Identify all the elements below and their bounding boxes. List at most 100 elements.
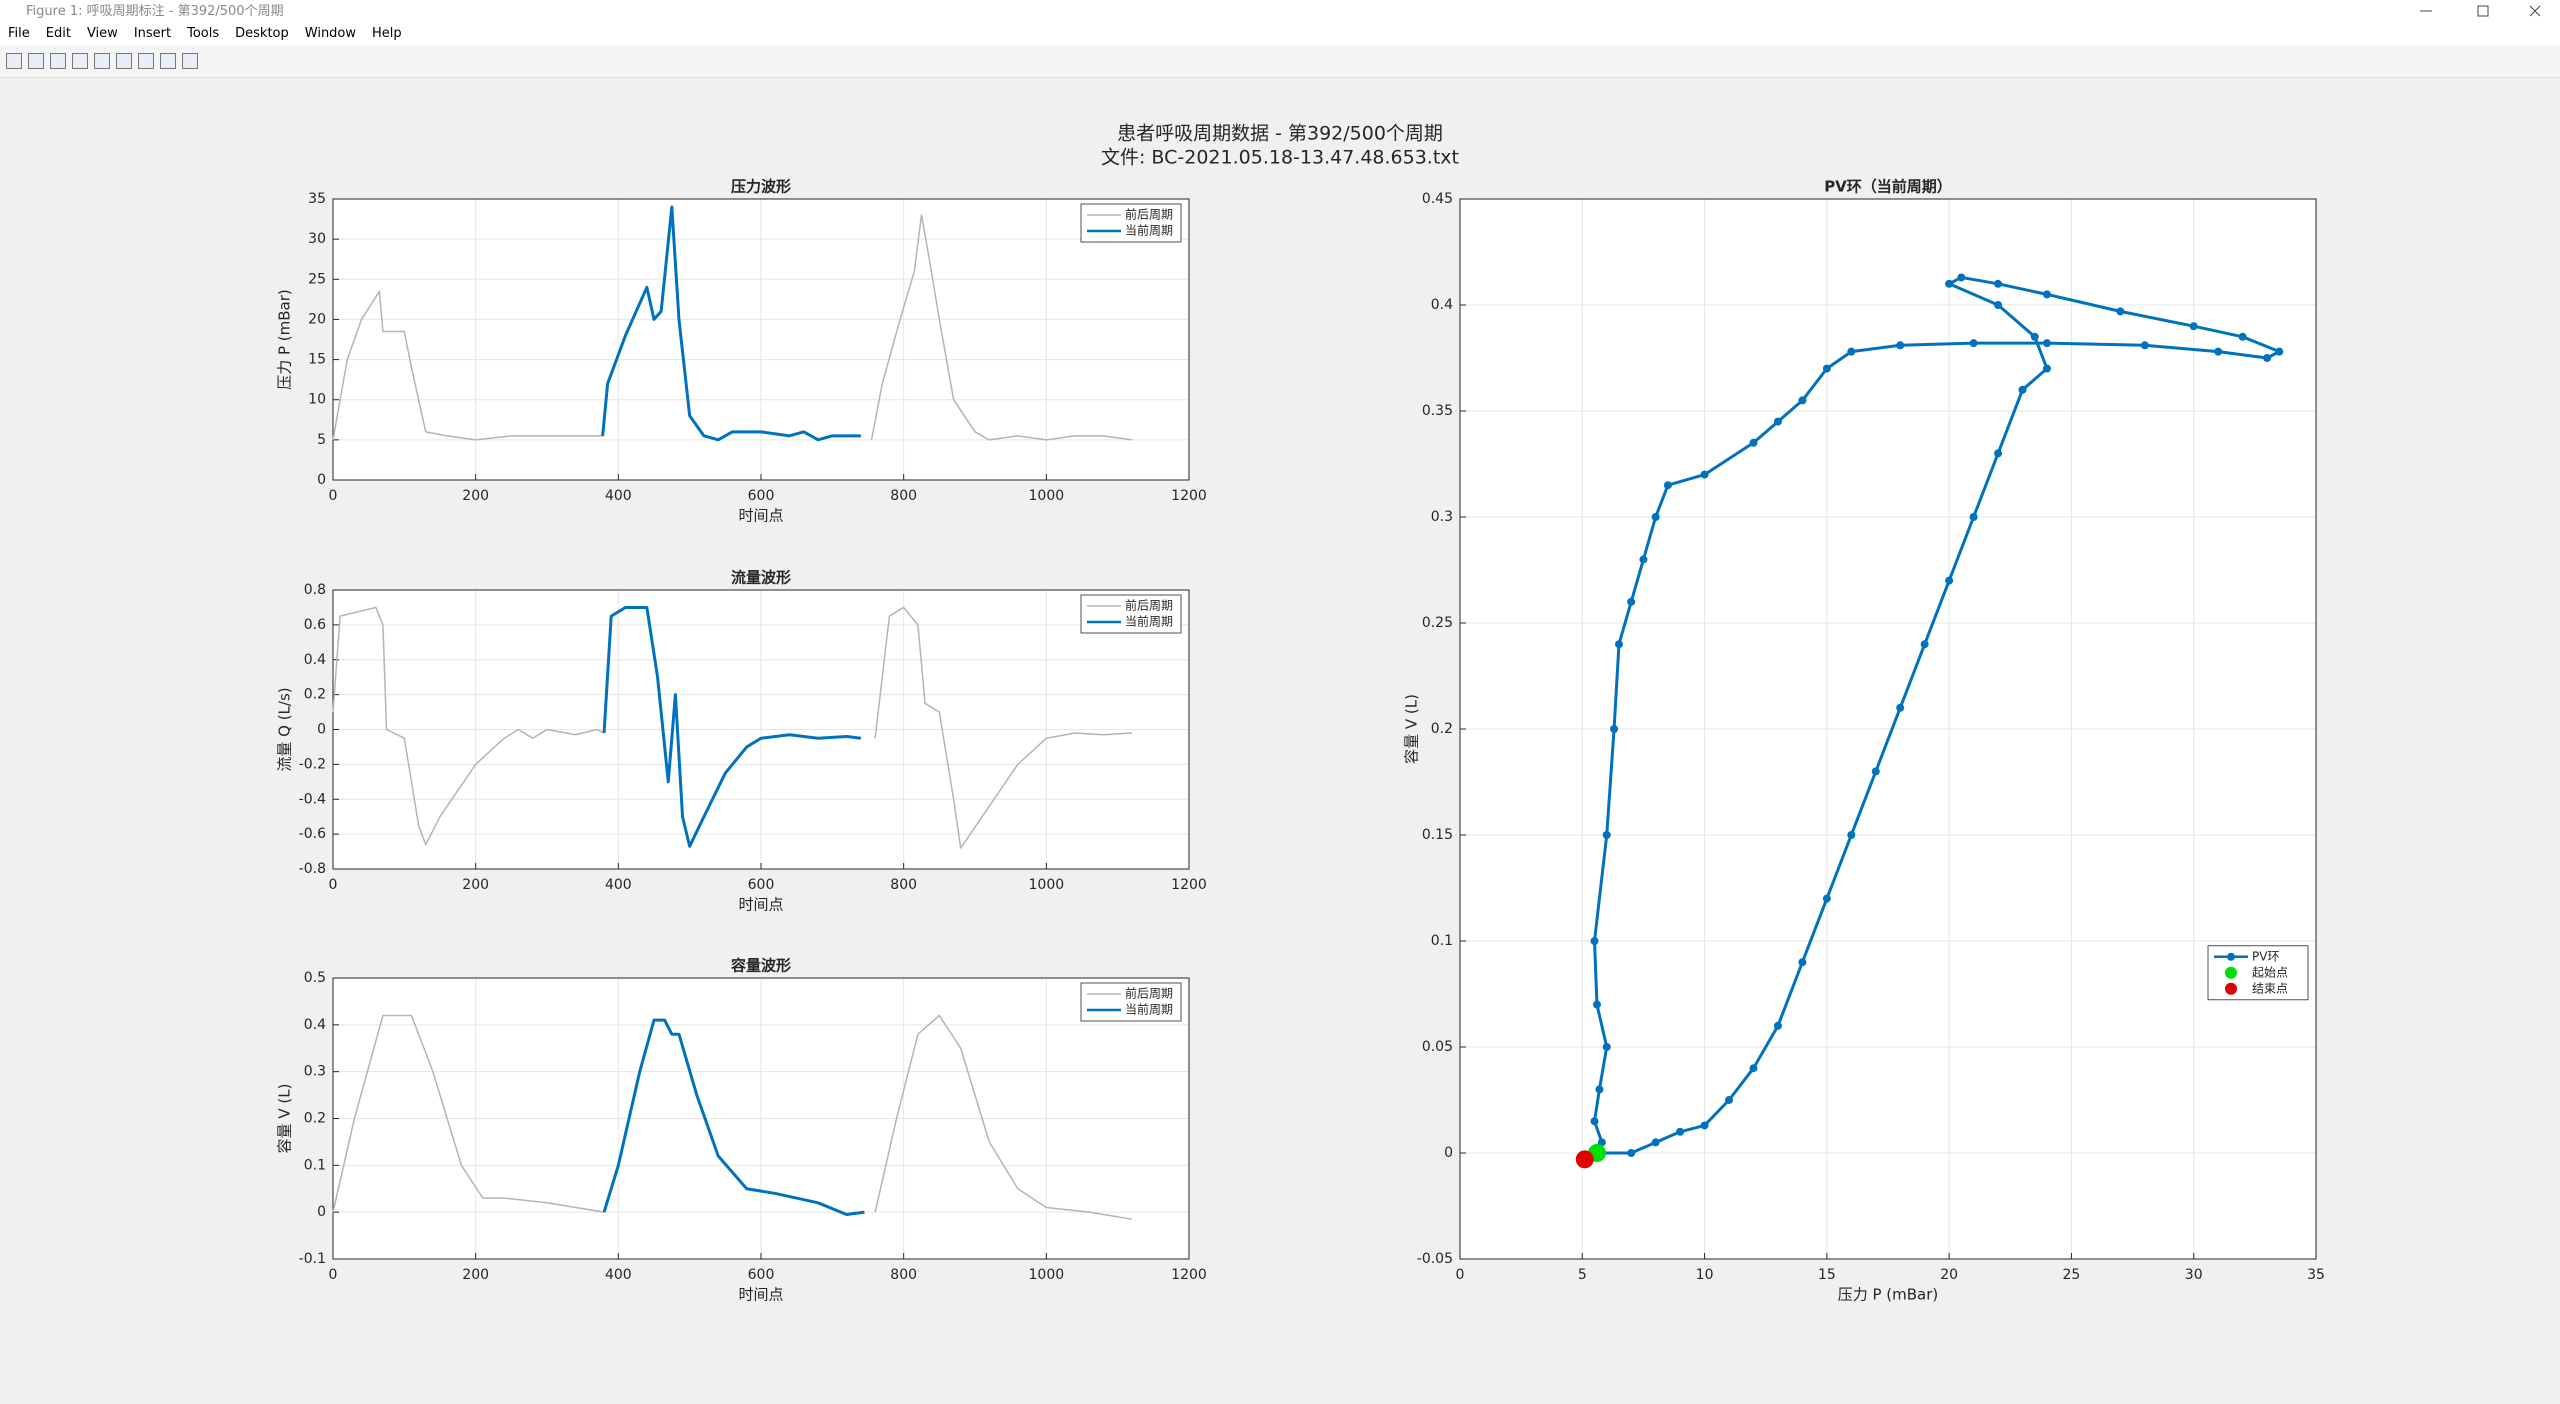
tool-icon[interactable] [160,53,176,69]
legend-label: 前后周期 [1125,598,1173,613]
window-controls[interactable] [2400,0,2560,23]
title-bar: Figure 1: 呼吸周期标注 - 第392/500个周期 [0,0,2560,23]
tool-icon[interactable] [116,53,132,69]
data-point [1575,1150,1594,1169]
menu-item[interactable]: Desktop [235,26,289,41]
data-point [2042,339,2051,348]
data-point [1773,417,1782,426]
data-point [1969,513,1978,521]
y-axis-label: 压力 P (mBar) [276,289,294,390]
legend-box [2207,945,2309,1001]
tool-icon[interactable] [138,53,154,69]
y-tick-label: 0.2 [1431,721,1453,737]
axes-title: 流量波形 [731,569,791,587]
y-tick-label: -0.8 [299,861,326,877]
x-tick-label: 1200 [1171,488,1207,504]
x-tick-label: 0 [1456,1267,1465,1283]
axes-box [332,198,1190,481]
x-tick-label: 0 [329,1267,338,1283]
y-tick-label: 0.1 [304,1157,326,1173]
y-tick-label: -0.6 [299,826,326,842]
data-point [1896,341,1905,350]
data-point [1700,1121,1709,1130]
x-tick-label: 1200 [1171,1267,1207,1283]
x-axis-label: 压力 P (mBar) [1838,1286,1939,1304]
menu-item[interactable]: Help [372,26,402,41]
x-tick-label: 35 [2307,1267,2325,1283]
y-tick-label: 0.15 [1422,827,1453,843]
x-tick-label: 400 [605,1267,632,1283]
data-point [1945,576,1954,585]
x-tick-label: 800 [890,1267,917,1283]
legend-marker [2225,982,2237,995]
x-tick-label: 20 [1940,1267,1958,1283]
data-point [1590,1117,1599,1126]
x-tick-label: 10 [1696,1267,1714,1283]
legend-label: 当前周期 [1125,1002,1173,1017]
y-tick-label: 0 [317,1204,326,1220]
legend-label: 当前周期 [1125,614,1173,629]
data-point [1602,831,1611,839]
y-tick-label: 25 [308,271,326,287]
y-tick-label: 0 [317,472,326,488]
x-axis-label: 时间点 [738,1286,783,1304]
menu-item[interactable]: Edit [45,26,71,41]
data-point [2042,364,2051,373]
data-point [2263,354,2272,362]
y-axis-label: 容量 V (L) [276,1084,294,1154]
data-point [1994,279,2003,288]
legend-box [1080,594,1182,634]
x-tick-label: 400 [605,488,632,504]
axes-box [1459,198,2317,1260]
menu-item[interactable]: Window [304,26,357,41]
y-tick-label: 0.5 [304,970,326,986]
x-tick-label: 200 [462,877,489,893]
data-point [1847,831,1856,839]
x-axis-label: 时间点 [738,896,783,914]
series-line [602,1018,865,1217]
tool-icon[interactable] [182,53,198,69]
tool-icon[interactable] [28,53,44,69]
axes-box [332,589,1190,870]
x-tick-label: 200 [462,1267,489,1283]
legend-label: 前后周期 [1125,207,1173,222]
menu-item[interactable]: Insert [133,26,172,41]
data-point [1627,597,1636,606]
toolbar [0,45,2560,78]
menu-item[interactable]: File [8,26,30,41]
menu-item[interactable]: View [86,26,118,41]
data-point [2275,347,2284,356]
y-tick-label: 30 [308,231,326,247]
legend-label: 当前周期 [1125,223,1173,238]
tool-icon[interactable] [50,53,66,69]
tool-icon[interactable] [72,53,88,69]
y-tick-label: 0.2 [304,1111,326,1127]
x-tick-label: 0 [329,488,338,504]
data-point [1663,481,1672,490]
x-tick-label: 200 [462,488,489,504]
data-point [1945,279,1954,288]
data-point [1595,1085,1604,1094]
legend-box [1080,203,1182,243]
x-tick-label: 0 [329,877,338,893]
y-tick-label: 0 [1444,1145,1453,1161]
data-point [1798,958,1807,967]
tool-icon[interactable] [94,53,110,69]
y-tick-label: 10 [308,392,326,408]
tool-icon[interactable] [6,53,22,69]
data-point [1773,1021,1782,1030]
y-tick-label: 5 [317,432,326,448]
data-point [1994,449,2003,458]
data-point [1798,396,1807,405]
data-point [1896,703,1905,712]
x-tick-label: 1000 [1029,877,1065,893]
y-tick-label: 0 [317,722,326,738]
series-line [601,205,861,442]
x-tick-label: 5 [1578,1267,1587,1283]
data-point [1847,347,1856,356]
series-line [332,214,1133,441]
menu-item[interactable]: Tools [187,26,220,41]
